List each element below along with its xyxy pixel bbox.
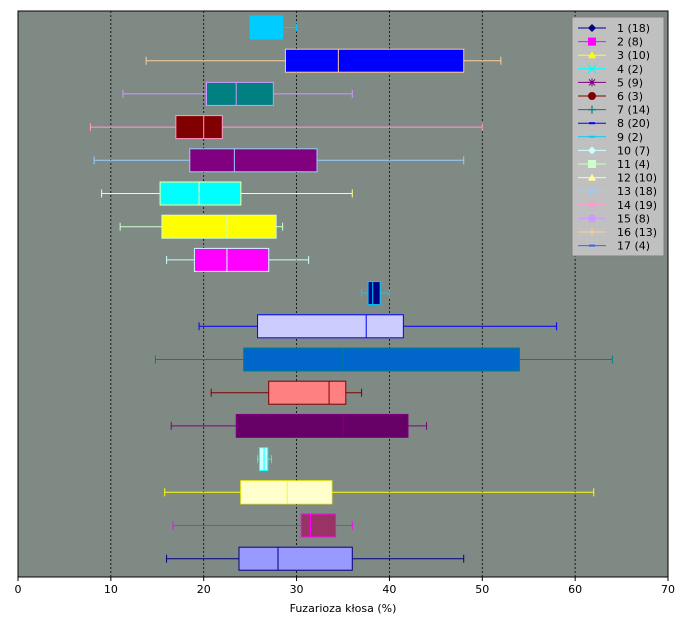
box xyxy=(284,48,465,73)
box-row xyxy=(101,181,353,206)
legend-marker xyxy=(588,214,596,223)
box xyxy=(161,214,277,239)
box-row xyxy=(93,148,465,173)
box xyxy=(240,480,333,505)
x-tick-label: 40 xyxy=(382,583,396,596)
legend-marker xyxy=(588,92,596,100)
x-axis: 0 10 20 30 40 50 60 70 xyxy=(15,577,675,596)
legend-marker xyxy=(588,228,596,236)
x-tick-label: 0 xyxy=(15,583,22,596)
box-row xyxy=(145,48,502,73)
box-row xyxy=(210,380,363,405)
box xyxy=(159,181,242,206)
box xyxy=(300,513,337,538)
legend-label: 1 (18) xyxy=(617,22,650,35)
legend-label: 11 (4) xyxy=(617,158,650,171)
legend-marker xyxy=(589,135,595,138)
legend-marker xyxy=(588,37,596,46)
x-tick-label: 10 xyxy=(104,583,118,596)
box-row xyxy=(166,546,465,571)
legend-marker xyxy=(588,146,596,155)
legend-label: 10 (7) xyxy=(617,144,650,157)
legend-marker xyxy=(588,105,596,114)
legend-marker xyxy=(589,244,595,247)
box-row xyxy=(361,281,390,306)
x-tick-label: 20 xyxy=(197,583,211,596)
box xyxy=(175,115,223,140)
box-series xyxy=(89,15,613,571)
legend-marker xyxy=(588,24,596,32)
legend-label: 6 (3) xyxy=(617,90,643,103)
plot-area xyxy=(17,10,669,578)
legend-marker xyxy=(587,64,597,74)
box-row xyxy=(172,513,353,538)
box xyxy=(257,314,404,339)
legend-label: 16 (13) xyxy=(617,226,657,239)
legend-label: 14 (19) xyxy=(617,199,657,212)
legend-label: 8 (20) xyxy=(617,117,650,130)
legend-label: 12 (10) xyxy=(617,172,657,185)
legend-label: 4 (2) xyxy=(617,63,643,76)
box xyxy=(367,281,381,306)
box xyxy=(249,15,284,40)
legend-label: 15 (8) xyxy=(617,212,650,225)
box-row xyxy=(170,413,428,438)
legend-label: 13 (18) xyxy=(617,185,657,198)
box-row xyxy=(122,81,353,106)
legend-marker xyxy=(587,186,597,196)
x-tick-label: 30 xyxy=(290,583,304,596)
legend-marker xyxy=(588,51,596,59)
x-axis-label: Fuzarioza kłosa (%) xyxy=(290,602,397,615)
box-row xyxy=(257,447,272,472)
box xyxy=(206,81,274,106)
legend-marker xyxy=(588,173,596,181)
box xyxy=(193,247,270,272)
box-row xyxy=(119,214,284,239)
box-row xyxy=(164,480,595,505)
legend-marker xyxy=(588,78,596,87)
legend-label: 7 (14) xyxy=(617,104,650,117)
legend-marker xyxy=(588,160,596,168)
box xyxy=(238,546,353,571)
box xyxy=(243,347,520,372)
box xyxy=(189,148,318,173)
box xyxy=(268,380,347,405)
legend-marker xyxy=(588,200,596,209)
legend-marker xyxy=(589,122,595,125)
box-row xyxy=(154,347,613,372)
legend: 1 (18)2 (8)3 (10)4 (2)5 (9)6 (3)7 (14)8 … xyxy=(571,16,665,257)
box xyxy=(235,413,409,438)
legend-label: 2 (8) xyxy=(617,36,643,49)
legend-label: 5 (9) xyxy=(617,76,643,89)
x-tick-label: 50 xyxy=(475,583,489,596)
box-row xyxy=(249,15,298,40)
x-tick-label: 60 xyxy=(568,583,582,596)
legend-label: 9 (2) xyxy=(617,131,643,144)
box-row xyxy=(198,314,558,339)
box-row xyxy=(89,115,483,140)
box-row xyxy=(166,247,310,272)
x-tick-label: 70 xyxy=(661,583,675,596)
legend-label: 3 (10) xyxy=(617,49,650,62)
legend-label: 17 (4) xyxy=(617,240,650,253)
